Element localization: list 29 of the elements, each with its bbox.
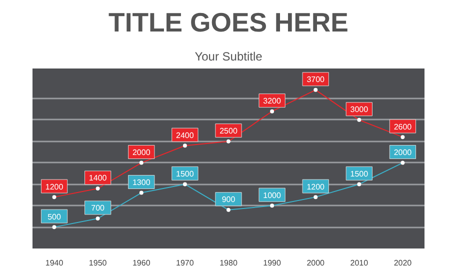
x-tick-label: 2010 (350, 258, 369, 268)
data-label: 2500 (220, 126, 238, 136)
data-label: 1300 (132, 178, 151, 187)
x-tick-label: 2000 (306, 258, 326, 268)
data-label: 1200 (45, 182, 64, 192)
chart-subtitle: Your Subtitle (194, 50, 263, 64)
data-label: 3200 (263, 96, 282, 106)
x-tick-label: 1950 (88, 258, 108, 268)
x-tick-label: 1990 (263, 258, 282, 268)
data-label: 900 (222, 195, 236, 204)
data-label: 2000 (394, 148, 412, 157)
data-label: 3700 (306, 75, 326, 84)
data-label: 2000 (132, 148, 151, 157)
data-label: 1200 (306, 182, 326, 192)
chart-title: TITLE GOES HERE (108, 8, 348, 38)
x-tick-label: 2020 (394, 258, 412, 268)
data-label: 2400 (176, 130, 194, 140)
x-tick-label: 1940 (45, 258, 64, 268)
data-label: 1400 (88, 174, 108, 183)
data-label: 1500 (350, 169, 369, 178)
data-label: 1000 (263, 190, 282, 200)
data-label: 1500 (176, 169, 194, 178)
data-label: 700 (91, 204, 106, 213)
data-label: 500 (48, 212, 62, 222)
x-tick-label: 1960 (132, 258, 151, 268)
x-tick-label: 1980 (220, 258, 238, 268)
x-tick-label: 1970 (176, 258, 194, 268)
data-label: 2600 (394, 122, 412, 132)
data-label: 3000 (350, 105, 369, 114)
